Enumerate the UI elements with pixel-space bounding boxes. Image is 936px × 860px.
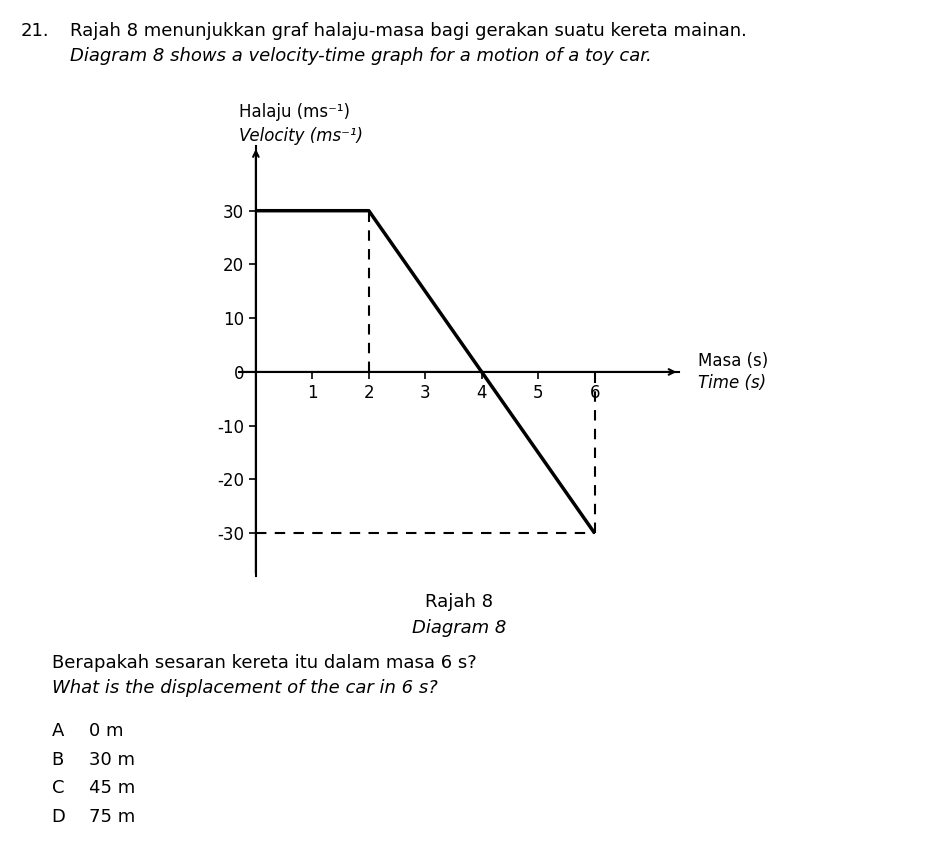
Text: Velocity (ms⁻¹): Velocity (ms⁻¹)	[239, 127, 362, 145]
Text: 45 m: 45 m	[89, 779, 135, 797]
Text: Masa (s): Masa (s)	[697, 353, 768, 370]
Text: C: C	[51, 779, 64, 797]
Text: Rajah 8: Rajah 8	[425, 593, 492, 611]
Text: Time (s): Time (s)	[697, 374, 766, 391]
Text: Halaju (ms⁻¹): Halaju (ms⁻¹)	[239, 103, 349, 121]
Text: A: A	[51, 722, 64, 740]
Text: 75 m: 75 m	[89, 808, 135, 826]
Text: B: B	[51, 751, 64, 769]
Text: What is the displacement of the car in 6 s?: What is the displacement of the car in 6…	[51, 679, 437, 697]
Text: Rajah 8 menunjukkan graf halaju-masa bagi gerakan suatu kereta mainan.: Rajah 8 menunjukkan graf halaju-masa bag…	[70, 22, 746, 40]
Text: Diagram 8: Diagram 8	[412, 619, 505, 637]
Text: 21.: 21.	[21, 22, 50, 40]
Text: Berapakah sesaran kereta itu dalam masa 6 s?: Berapakah sesaran kereta itu dalam masa …	[51, 654, 475, 672]
Text: Diagram 8 shows a velocity-time graph for a motion of a toy car.: Diagram 8 shows a velocity-time graph fo…	[70, 47, 651, 65]
Text: D: D	[51, 808, 66, 826]
Text: 30 m: 30 m	[89, 751, 135, 769]
Text: 0 m: 0 m	[89, 722, 124, 740]
